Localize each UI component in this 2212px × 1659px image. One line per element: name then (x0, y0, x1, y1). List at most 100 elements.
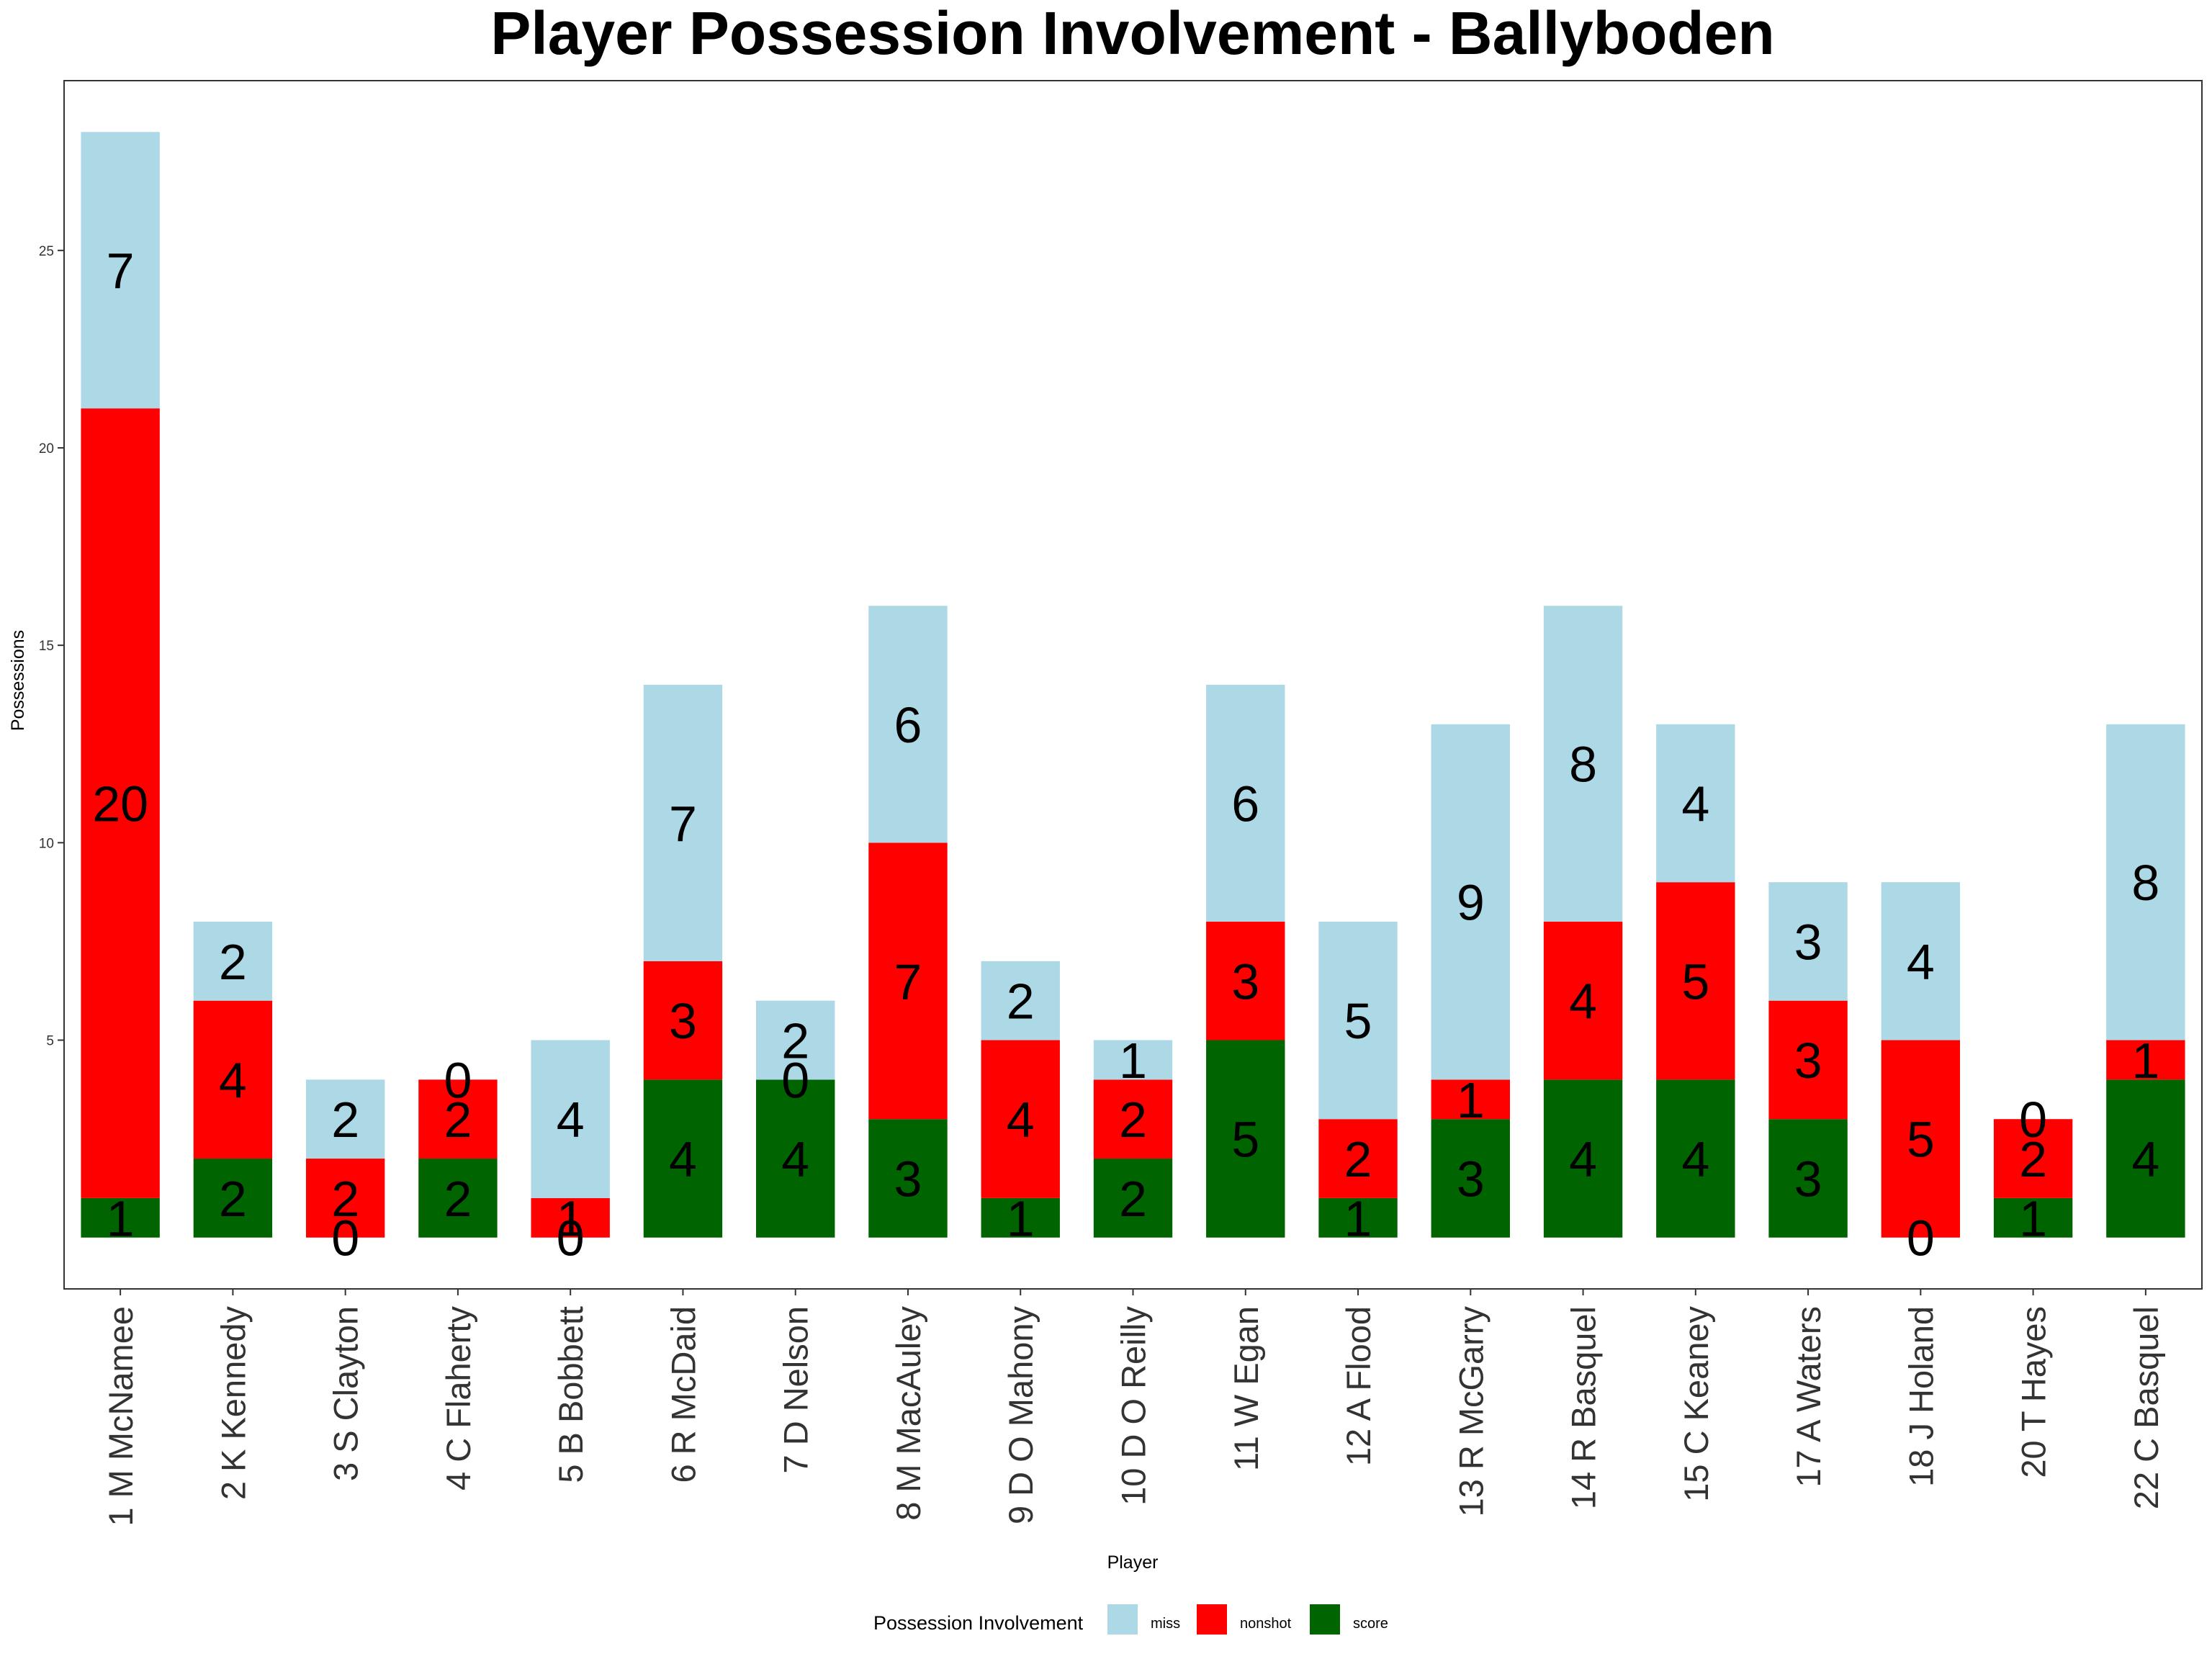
bar-segment-miss (1543, 606, 1623, 922)
x-tick-label: 2 K Kennedy (214, 1306, 252, 1501)
x-tick-label: 9 D O Mahony (1002, 1306, 1040, 1525)
data-label-score: 0 (331, 1210, 359, 1267)
data-label-miss: 5 (1344, 993, 1372, 1049)
x-tick-label: 14 R Basquel (1565, 1306, 1603, 1509)
legend-label-miss: miss (1151, 1616, 1180, 1632)
bar-segment-nonshot (418, 1079, 498, 1159)
data-label-miss: 6 (1231, 776, 1259, 832)
bar-segment-nonshot (81, 408, 160, 1198)
data-label-score: 0 (1907, 1210, 1935, 1267)
bar-segment-nonshot (1318, 1119, 1398, 1198)
bar-segment-nonshot (531, 1197, 610, 1238)
data-label-score: 0 (557, 1210, 585, 1267)
bar-segment-score (1768, 1119, 1848, 1238)
y-tick-label: 15 (39, 639, 54, 654)
data-label-nonshot: 20 (92, 776, 148, 832)
bar-segment-nonshot (193, 1000, 273, 1159)
x-tick-label: 10 D O Reilly (1115, 1306, 1153, 1506)
bar-segment-score (1206, 1040, 1285, 1238)
bar-segment-score (1093, 1159, 1173, 1238)
data-label-miss: 7 (107, 243, 135, 299)
bar-segment-miss (1318, 922, 1398, 1120)
x-tick-label: 7 D Nelson (777, 1306, 815, 1474)
bar-segment-miss (305, 1079, 385, 1159)
data-label-miss: 8 (2131, 855, 2159, 911)
bar-segment-miss (531, 1040, 610, 1198)
data-label-nonshot: 2 (331, 1171, 359, 1227)
data-label-miss: 0 (444, 1052, 472, 1108)
x-tick-label: 17 A Waters (1789, 1306, 1827, 1488)
y-tick-label: 10 (39, 836, 54, 851)
x-tick-label: 18 J Holand (1902, 1306, 1940, 1487)
bar-segment-nonshot (1881, 1040, 1961, 1238)
bar-segment-nonshot (2106, 1040, 2185, 1080)
bar-segment-score (418, 1159, 498, 1238)
data-label-nonshot: 1 (557, 1190, 585, 1246)
bar-segment-nonshot (1656, 882, 1735, 1080)
x-tick-label: 13 R McGarry (1452, 1306, 1490, 1517)
data-label-score: 3 (1457, 1151, 1485, 1207)
legend-key-nonshot (1197, 1604, 1227, 1635)
x-tick-label: 22 C Basquel (2127, 1306, 2165, 1509)
bar-segment-miss (1881, 882, 1961, 1040)
y-axis-title: Possessions (8, 630, 28, 731)
data-label-score: 2 (219, 1171, 247, 1227)
x-axis-title: Player (1107, 1552, 1159, 1573)
bar-segment-miss (1656, 724, 1735, 883)
bar-segment-nonshot (1993, 1119, 2073, 1198)
bar-segment-score (756, 1079, 835, 1238)
data-label-miss: 4 (557, 1092, 585, 1148)
bar-segment-miss (1206, 685, 1285, 922)
y-tick-label: 5 (46, 1034, 54, 1049)
data-label-miss: 6 (894, 697, 922, 753)
data-label-score: 4 (669, 1131, 697, 1187)
bar-segment-miss (1093, 1040, 1173, 1080)
bar-segment-miss (868, 606, 948, 843)
data-label-nonshot: 4 (219, 1052, 247, 1108)
bar-segment-nonshot (1431, 1079, 1510, 1120)
data-label-score: 1 (107, 1190, 135, 1246)
bars-layer (81, 132, 2185, 1238)
bar-segment-score (981, 1197, 1060, 1238)
bar-segment-nonshot (643, 961, 723, 1080)
bar-segment-miss (643, 685, 723, 961)
data-label-miss: 0 (2019, 1092, 2047, 1148)
x-tick-label: 15 C Keaney (1677, 1306, 1715, 1502)
bar-segment-score (1431, 1119, 1510, 1238)
x-tick-label: 1 M McNamee (102, 1306, 140, 1527)
data-label-nonshot: 5 (1681, 953, 1709, 1010)
legend-label-score: score (1353, 1616, 1388, 1632)
bar-segment-nonshot (1093, 1079, 1173, 1159)
bar-segment-miss (1431, 724, 1510, 1080)
legend: Possession Involvement miss nonshot score (873, 1604, 1388, 1635)
data-label-nonshot: 2 (1119, 1092, 1147, 1148)
data-label-miss: 2 (219, 934, 247, 990)
data-label-score: 1 (1007, 1190, 1035, 1246)
data-label-nonshot: 3 (1794, 1033, 1822, 1089)
y-tick-label: 25 (39, 244, 54, 259)
x-tick-label: 11 W Egan (1227, 1306, 1265, 1471)
bar-segment-nonshot (1768, 1000, 1848, 1120)
x-tick-label: 20 T Hayes (2015, 1306, 2053, 1478)
data-label-miss: 1 (1119, 1033, 1147, 1089)
data-label-miss: 7 (669, 796, 697, 852)
data-label-miss: 9 (1457, 875, 1485, 931)
data-label-score: 2 (444, 1171, 472, 1227)
data-label-nonshot: 3 (669, 993, 697, 1049)
data-label-nonshot: 4 (1569, 974, 1597, 1030)
segment-labels-layer: 1207242022220014437402376142221536125319… (92, 243, 2159, 1266)
data-label-nonshot: 3 (1231, 953, 1259, 1010)
bar-segment-score (193, 1159, 273, 1238)
data-label-nonshot: 7 (894, 953, 922, 1010)
bar-segment-score (868, 1119, 948, 1238)
bar-segment-score (81, 1197, 160, 1238)
data-label-miss: 2 (1007, 974, 1035, 1030)
data-label-score: 1 (2019, 1190, 2047, 1246)
bar-segment-score (1318, 1197, 1398, 1238)
data-label-miss: 4 (1681, 776, 1709, 832)
data-label-nonshot: 5 (1907, 1112, 1935, 1168)
data-label-miss: 8 (1569, 737, 1597, 793)
data-label-miss: 3 (1794, 914, 1822, 970)
bar-segment-score (643, 1079, 723, 1238)
